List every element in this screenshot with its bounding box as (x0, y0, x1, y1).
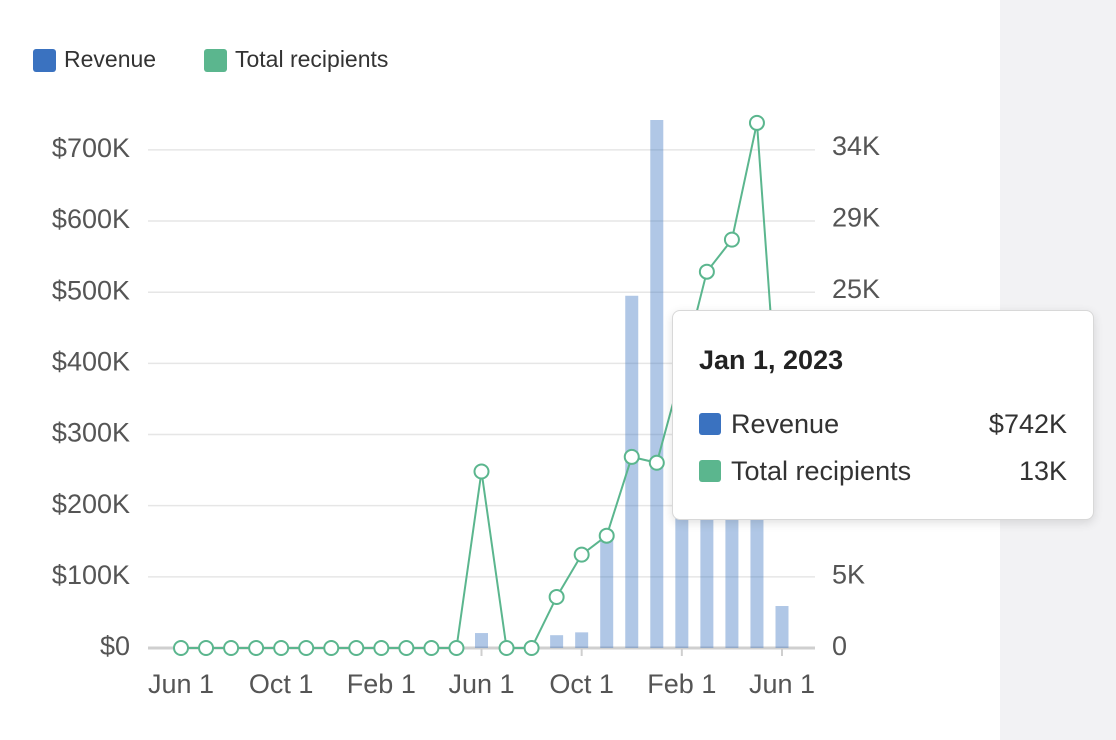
legend-label: Total recipients (235, 46, 388, 72)
x-tick-label: Feb 1 (647, 669, 716, 699)
x-tick-label: Jun 1 (749, 669, 815, 699)
line-point (198, 640, 215, 656)
tooltip-row: Total recipients 13K (699, 456, 1067, 488)
line-point (648, 454, 665, 471)
y-tick-label: $600K (52, 204, 130, 234)
tooltip-title: Jan 1, 2023 (699, 345, 844, 375)
line-point (623, 448, 640, 465)
line-point (548, 588, 565, 605)
y-tick-label: $100K (52, 560, 130, 590)
legend-swatch (33, 49, 56, 72)
tooltip-swatch (699, 413, 721, 435)
line-point (348, 640, 365, 656)
y2-tick-label: 5K (832, 560, 865, 590)
y2-tick-label: 25K (832, 274, 880, 304)
y2-tick-label: 29K (832, 202, 880, 232)
bar (600, 539, 614, 648)
bar (575, 632, 589, 648)
line-point (573, 546, 590, 563)
tooltip-swatch (699, 460, 721, 482)
x-tick-label: Feb 1 (347, 669, 416, 699)
y2-tick-label: 0 (832, 631, 847, 661)
chart: Revenue Total recipients $0 $100K $200K $300K… (33, 46, 880, 699)
line-point (523, 640, 540, 656)
bar (775, 606, 789, 648)
bar (700, 484, 714, 648)
bar (475, 633, 488, 648)
tooltip-value: $742K (988, 409, 1067, 439)
line-point (398, 640, 415, 656)
line-point (698, 263, 715, 280)
bar (725, 484, 739, 648)
y-tick-label: $200K (52, 489, 130, 519)
line-point (373, 640, 390, 656)
legend-swatch (204, 49, 227, 72)
y-tick-label: $300K (52, 418, 130, 448)
line-point (298, 640, 315, 656)
line-point (323, 640, 340, 656)
line-point (473, 463, 490, 480)
x-tick-label: Oct 1 (549, 669, 614, 699)
line-point (173, 640, 189, 656)
bar (550, 635, 564, 648)
y-tick-label: $700K (52, 133, 130, 163)
y-tick-label: $0 (100, 631, 130, 661)
line-point (498, 640, 515, 656)
x-tick-label: Jun 1 (448, 669, 514, 699)
tooltip-name: Revenue (731, 409, 840, 439)
line-point (223, 640, 240, 656)
x-tick-label: Oct 1 (249, 669, 314, 699)
tooltip: Jan 1, 2023 Revenue $742K Total recipien… (672, 310, 1094, 520)
tooltip-row: Revenue $742K (699, 409, 1067, 441)
tooltip-value: 13K (1018, 456, 1067, 486)
line-point (423, 640, 440, 656)
line-point (748, 114, 765, 131)
bar (625, 295, 639, 648)
line-point (273, 640, 290, 656)
x-tick-label: Jun 1 (148, 669, 214, 699)
line-point (598, 527, 615, 544)
line-point (448, 640, 465, 656)
line-point (723, 231, 740, 248)
y-tick-label: $500K (52, 275, 130, 305)
legend-label: Revenue (64, 46, 156, 72)
line-point (248, 640, 265, 656)
tooltip-name: Total recipients (731, 456, 912, 486)
bar (650, 120, 664, 648)
y-tick-label: $400K (52, 346, 130, 376)
y2-tick-label: 34K (832, 131, 880, 161)
